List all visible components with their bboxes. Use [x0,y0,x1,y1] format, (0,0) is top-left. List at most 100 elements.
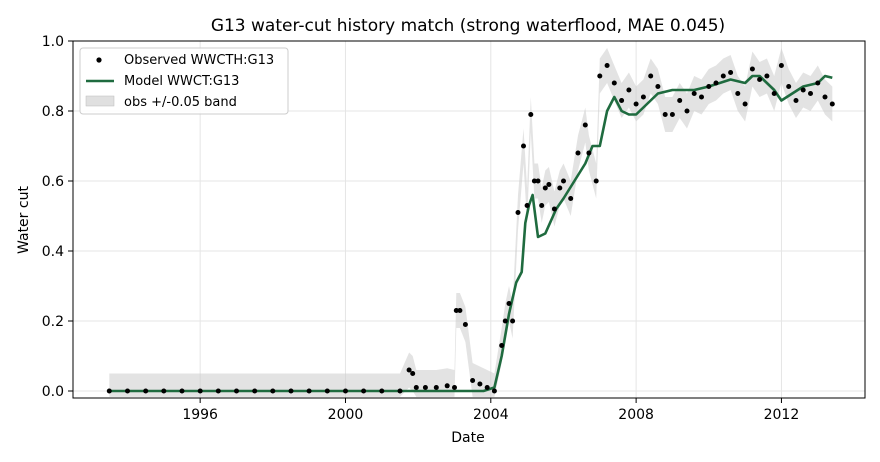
legend-observed-label: Observed WWCTH:G13 [124,53,274,68]
observed-point [677,98,683,103]
observed-point [477,381,483,387]
x-tick-label: 2000 [328,407,364,423]
y-tick-label: 0.8 [42,104,64,120]
observed-point [699,94,704,100]
observed-point [406,367,412,373]
observed-point [749,66,755,72]
legend-model-label: Model WWCT:G13 [124,74,239,89]
observed-point [815,80,821,86]
obs-band [109,48,833,397]
observed-point [728,70,734,75]
observed-point [288,388,294,394]
observed-point [619,98,625,103]
observed-point [771,91,777,96]
observed-point [691,91,697,96]
observed-point [510,318,516,324]
observed-point [143,388,149,394]
model-line [109,74,833,393]
model-line-layer [109,74,833,393]
observed-point [452,385,457,390]
observed-point [640,94,646,100]
observed-point [413,385,419,390]
observed-point [524,203,530,208]
observed-point [713,80,719,86]
tick-layer: 1996 2000 2004 2008 2012 0.0 0.2 0.4 0.6 0.8 1.0 [42,34,800,423]
observed-point [106,388,112,394]
observed-point [161,388,167,394]
observed-point [551,206,557,212]
observed-point [535,178,541,184]
observed-point [531,178,537,184]
observed-point [215,388,221,394]
y-tick-label: 0.2 [42,314,64,330]
legend-box [79,47,289,115]
observed-point [234,388,239,394]
observed-point [542,185,548,191]
observed-point [706,84,712,89]
observed-point [557,185,563,191]
observed-point [757,77,763,82]
observed-point [633,101,639,107]
observed-point [453,308,459,313]
observed-point [484,385,490,390]
observed-point [306,388,312,394]
observed-point [735,91,741,96]
observed-point [568,196,574,201]
observed-point [491,388,497,394]
x-tick-label: 2004 [473,407,509,423]
observed-point [444,383,450,389]
observed-point [515,210,521,215]
x-tick-label: 2012 [764,407,800,423]
observed-point [793,98,799,103]
observed-points-layer [106,63,835,394]
y-axis-label: Water cut [16,186,32,254]
x-axis-label: Date [451,430,484,446]
observed-point [125,388,130,394]
observed-point [648,73,654,79]
observed-point [361,388,367,394]
observed-point [822,94,828,100]
observed-point [808,91,813,96]
observed-point [626,87,632,93]
observed-point [742,101,748,107]
observed-point [764,73,770,79]
observed-point [499,343,505,348]
observed-point [684,108,690,114]
observed-point [611,80,617,86]
y-tick-label: 0.4 [42,244,64,260]
observed-point [506,301,512,306]
plot-frame [72,40,866,399]
observed-point [561,178,566,184]
observed-point [502,318,508,324]
observed-point [575,150,581,156]
observed-point [270,388,276,394]
observed-point [397,388,403,394]
y-tick-label: 1.0 [42,34,64,50]
legend-band-swatch [85,95,115,107]
observed-point [829,101,835,107]
observed-point [655,84,661,89]
obs-band-layer [109,48,833,397]
observed-point [324,388,330,394]
observed-point [539,203,545,208]
observed-point [778,63,784,68]
y-tick-label: 0.6 [42,174,64,190]
observed-point [197,388,203,394]
observed-point [586,150,592,156]
observed-point [433,385,439,390]
observed-point [582,122,588,128]
observed-point [379,388,385,394]
observed-point [457,308,463,313]
legend: Observed WWCTH:G13 Model WWCT:G13 obs +/… [79,47,289,115]
observed-point [597,73,603,79]
observed-point [410,371,416,376]
x-tick-label: 2008 [618,407,654,423]
observed-point [720,73,726,79]
observed-point [800,87,806,93]
observed-point [252,388,258,394]
observed-point [786,84,792,89]
observed-point [528,112,534,117]
observed-point [179,388,185,394]
